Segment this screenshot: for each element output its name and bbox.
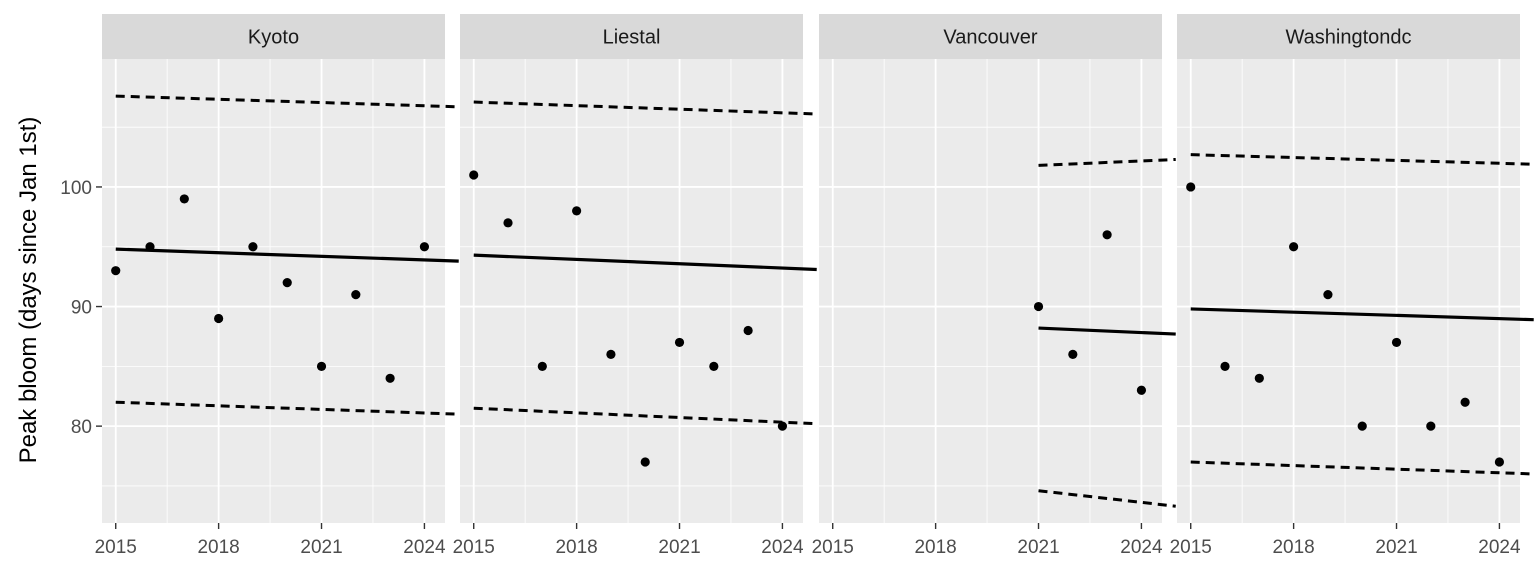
data-point bbox=[282, 278, 292, 288]
x-tick-label: 2015 bbox=[95, 537, 137, 558]
y-axis-title: Peak bloom (days since Jan 1st) bbox=[15, 117, 42, 464]
trend-line bbox=[1190, 307, 1534, 322]
data-point bbox=[606, 349, 616, 359]
lower-interval-line bbox=[1190, 460, 1534, 476]
strip-background bbox=[102, 14, 445, 59]
lower-interval-line bbox=[115, 400, 459, 416]
y-tick-label: 90 bbox=[71, 298, 92, 319]
x-tick-label: 2018 bbox=[555, 537, 597, 558]
strip-background bbox=[1177, 14, 1520, 59]
x-tick-label: 2024 bbox=[403, 537, 446, 558]
strip-background bbox=[460, 14, 803, 59]
y-axis: 80 90 100 bbox=[60, 178, 102, 438]
x-tick-label: 2024 bbox=[761, 537, 804, 558]
data-point bbox=[1136, 385, 1147, 395]
panel-kyoto: Kyoto 2015 2018 2021 2024 bbox=[95, 14, 459, 558]
x-tick-label: 2021 bbox=[1017, 537, 1059, 558]
upper-interval-line bbox=[1190, 153, 1534, 166]
data-point bbox=[385, 373, 395, 383]
data-point bbox=[1289, 242, 1299, 252]
x-tick-label: 2021 bbox=[300, 537, 342, 558]
data-point bbox=[1323, 289, 1333, 300]
strip-label: Liestal bbox=[603, 27, 661, 49]
x-tick-label: 2021 bbox=[1375, 537, 1417, 558]
data-point bbox=[674, 337, 685, 348]
data-point bbox=[1220, 361, 1230, 371]
data-point bbox=[1357, 421, 1367, 431]
data-point bbox=[537, 361, 547, 371]
data-point bbox=[248, 242, 258, 252]
x-tick-label: 2015 bbox=[1170, 537, 1212, 558]
data-point bbox=[111, 266, 121, 276]
x-tick-label: 2018 bbox=[1272, 537, 1314, 558]
strip-label: Washingtondc bbox=[1286, 27, 1412, 49]
data-point bbox=[1254, 373, 1264, 383]
panel-washingtondc: Washingtondc 2015 2018 2021 2024 bbox=[1170, 14, 1534, 558]
data-point bbox=[1391, 337, 1402, 348]
panels-layer: Kyoto 2015 2018 2021 2024 Liestal 2015 2018 2021… bbox=[95, 14, 1534, 558]
data-point bbox=[145, 242, 155, 252]
data-point bbox=[1460, 397, 1470, 407]
strip-label: Vancouver bbox=[943, 27, 1037, 49]
y-tick-label: 100 bbox=[60, 178, 92, 199]
x-tick-label: 2021 bbox=[658, 537, 700, 558]
panel-background bbox=[819, 59, 1162, 523]
data-point bbox=[777, 421, 788, 431]
trend-line bbox=[115, 247, 459, 263]
data-point bbox=[572, 206, 582, 216]
x-tick-label: 2015 bbox=[453, 537, 495, 558]
upper-interval-line bbox=[473, 100, 817, 116]
data-point bbox=[316, 361, 327, 371]
y-tick-label: 80 bbox=[71, 417, 92, 438]
panel-background bbox=[102, 59, 445, 523]
panel-liestal: Liestal 2015 2018 2021 2024 bbox=[453, 14, 817, 558]
data-point bbox=[351, 289, 361, 300]
data-point bbox=[1494, 457, 1505, 467]
x-tick-label: 2024 bbox=[1478, 537, 1521, 558]
panel-vancouver: Vancouver 2015 2018 2021 2024 bbox=[812, 14, 1176, 558]
panel-background bbox=[460, 59, 803, 523]
data-point bbox=[1033, 301, 1044, 312]
data-point bbox=[1102, 230, 1112, 240]
strip-background bbox=[819, 14, 1162, 59]
data-point bbox=[1068, 349, 1078, 359]
lower-interval-line bbox=[1038, 489, 1176, 508]
data-point bbox=[469, 170, 479, 180]
data-point bbox=[503, 218, 513, 228]
data-point bbox=[419, 242, 430, 252]
data-point bbox=[709, 361, 719, 371]
data-point bbox=[214, 313, 224, 324]
data-point bbox=[1186, 182, 1196, 192]
x-tick-label: 2018 bbox=[914, 537, 956, 558]
trend-line bbox=[1038, 326, 1176, 336]
upper-interval-line bbox=[115, 94, 459, 109]
lower-interval-line bbox=[473, 406, 817, 426]
x-tick-label: 2024 bbox=[1120, 537, 1163, 558]
panel-background bbox=[1177, 59, 1520, 523]
trend-line bbox=[473, 253, 817, 272]
data-point bbox=[1426, 421, 1436, 431]
data-point bbox=[179, 194, 189, 204]
x-tick-label: 2015 bbox=[812, 537, 854, 558]
data-point bbox=[640, 457, 650, 467]
upper-interval-line bbox=[1038, 157, 1176, 167]
x-tick-label: 2018 bbox=[197, 537, 239, 558]
data-point bbox=[743, 325, 753, 336]
strip-label: Kyoto bbox=[248, 27, 299, 49]
